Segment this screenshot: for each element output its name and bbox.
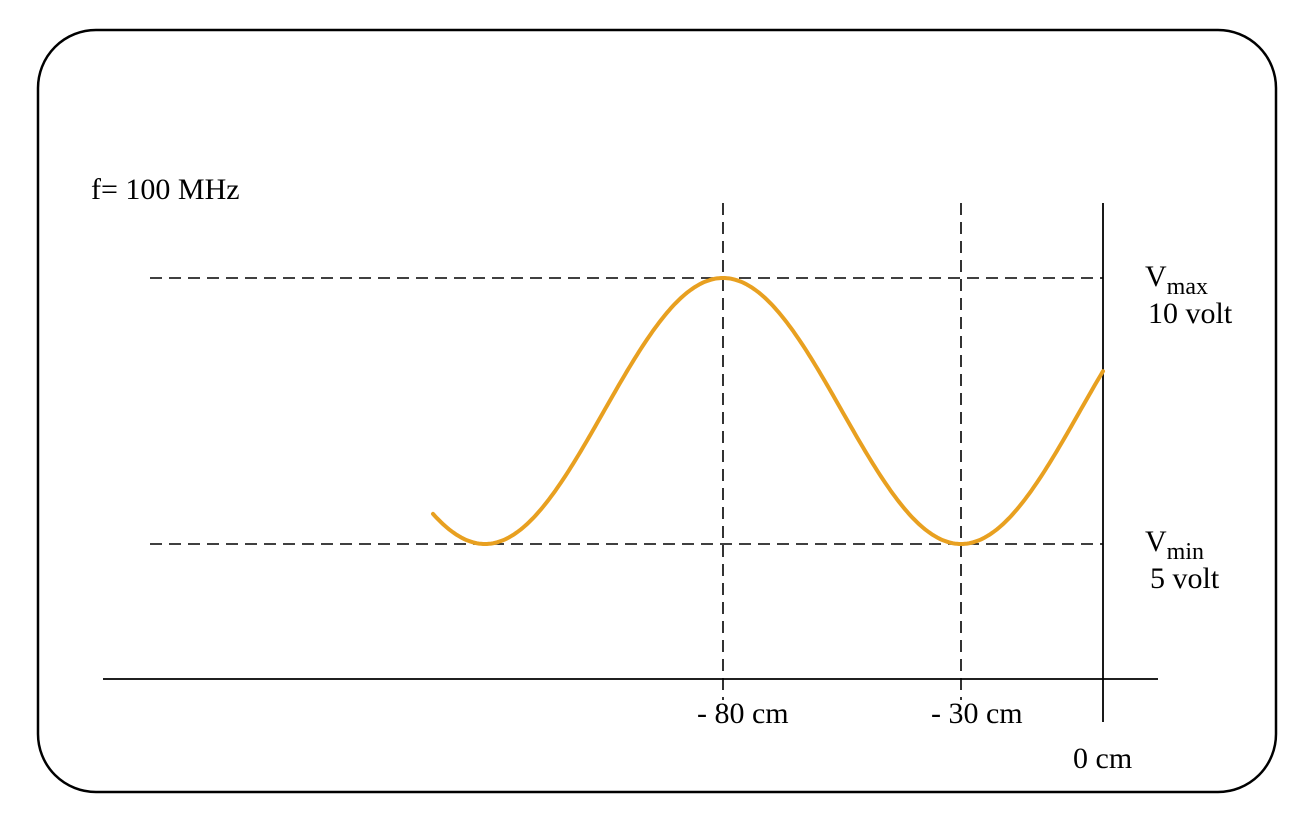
voltage-standing-wave-curve — [431, 276, 1105, 546]
vmin-subscript: min — [1167, 539, 1204, 565]
vmax-symbol: V — [1145, 260, 1167, 293]
frequency-label: f= 100 MHz — [91, 173, 240, 206]
max-position-label: - 80 cm — [697, 697, 789, 730]
vmax-value-label: 10 volt — [1148, 297, 1233, 330]
vmin-label: Vmin — [1145, 525, 1204, 565]
min-position-label: - 30 cm — [931, 697, 1023, 730]
vmax-label: Vmax — [1145, 260, 1208, 300]
vmin-value-label: 5 volt — [1150, 562, 1220, 595]
diagram-frame — [36, 28, 1278, 794]
vmin-symbol: V — [1145, 525, 1167, 558]
vmax-subscript: max — [1167, 274, 1208, 300]
load-position-label: 0 cm — [1073, 742, 1132, 775]
